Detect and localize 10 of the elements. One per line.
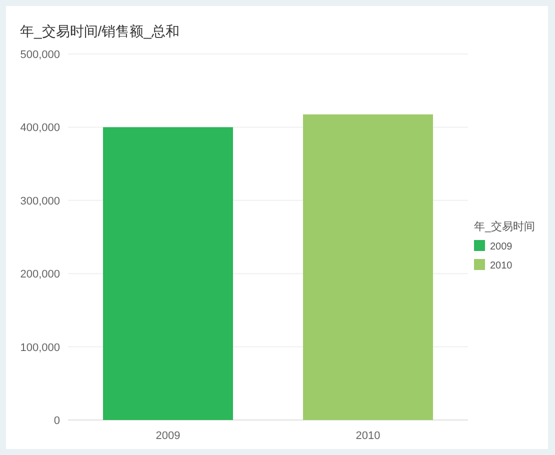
legend-title: 年_交易时间: [474, 220, 536, 233]
y-tick-label: 300,000: [20, 195, 60, 208]
chart-title: 年_交易时间/销售额_总和: [20, 23, 180, 39]
y-tick-label: 200,000: [20, 268, 60, 281]
y-tick-label: 400,000: [20, 122, 60, 134]
y-tick-label: 100,000: [20, 342, 60, 354]
y-tick-label: 500,000: [20, 49, 60, 61]
y-tick-label: 0: [54, 415, 60, 427]
legend-label: 2009: [490, 242, 513, 252]
legend-label: 2010: [490, 260, 513, 272]
